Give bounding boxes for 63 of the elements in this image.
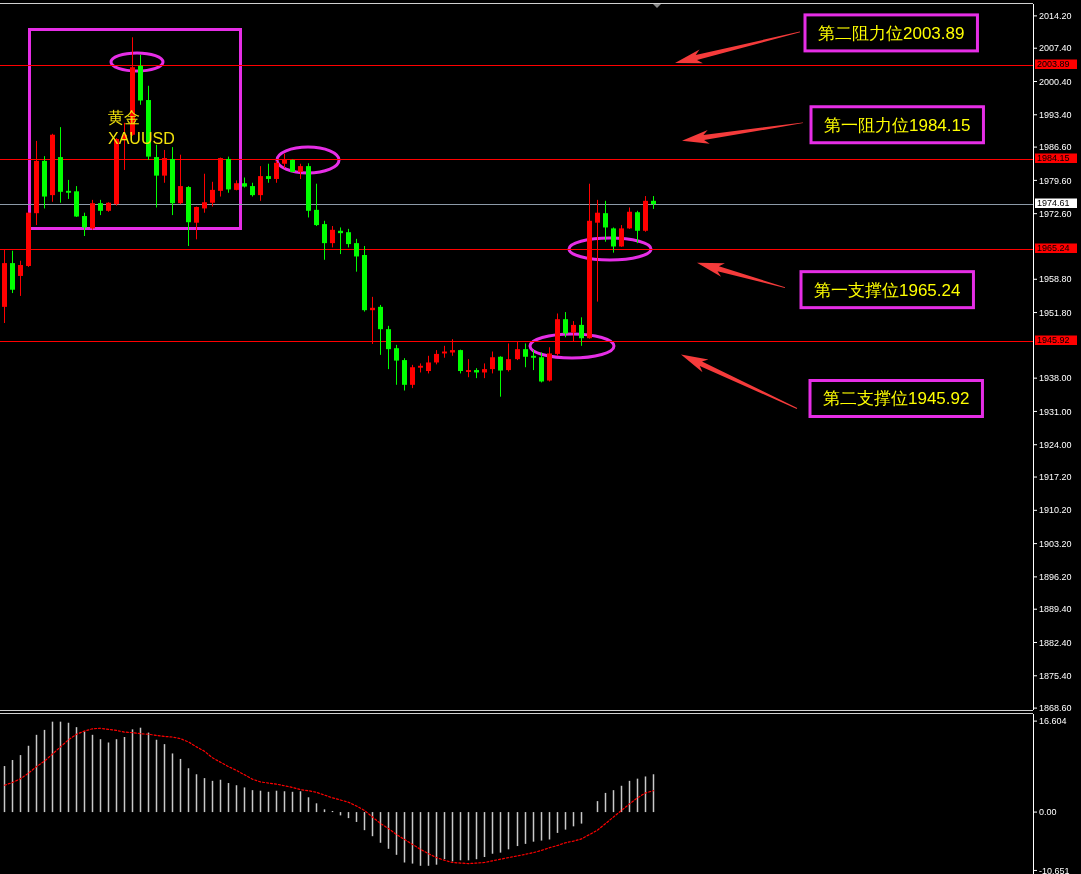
y-tick-label: 1986.60 bbox=[1039, 142, 1072, 153]
candlestick bbox=[354, 238, 359, 273]
ref-line-label: 1984.15 bbox=[1037, 153, 1070, 164]
candlestick bbox=[154, 144, 159, 208]
candlestick bbox=[490, 351, 495, 374]
y-tick-label: 1951.80 bbox=[1039, 307, 1072, 318]
candlestick bbox=[531, 349, 536, 371]
candlestick bbox=[563, 311, 568, 338]
candlestick bbox=[314, 183, 319, 227]
y-tick-label: 1917.20 bbox=[1039, 472, 1072, 483]
candlestick bbox=[394, 344, 399, 386]
y-tick-label: 1931.00 bbox=[1039, 406, 1072, 417]
y-tick-label: 1875.40 bbox=[1039, 670, 1072, 681]
y-tick-label: 1979.60 bbox=[1039, 175, 1072, 186]
annotation: 第一支撑位1965.24 bbox=[814, 280, 961, 300]
candlestick bbox=[635, 210, 640, 244]
annotation: 第二阻力位2003.89 bbox=[818, 23, 965, 43]
candlestick bbox=[18, 260, 23, 297]
candlestick bbox=[346, 228, 351, 248]
ref-line-label: 1945.92 bbox=[1037, 335, 1070, 346]
candlestick bbox=[498, 355, 503, 398]
ref-line-label: 1965.24 bbox=[1037, 243, 1070, 254]
candlestick bbox=[194, 206, 199, 240]
candlestick bbox=[210, 181, 215, 208]
y-tick-label: 1938.00 bbox=[1039, 373, 1072, 384]
y-tick-label: 1972.60 bbox=[1039, 208, 1072, 219]
line-series bbox=[3, 727, 655, 865]
annotation: 第一阻力位1984.15 bbox=[824, 115, 971, 135]
y-tick-label: 1958.80 bbox=[1039, 274, 1072, 285]
y-tick-label: 0.00 bbox=[1039, 807, 1057, 818]
candlestick bbox=[523, 342, 528, 368]
candlestick bbox=[66, 179, 71, 200]
y-tick-label: 2000.40 bbox=[1039, 76, 1072, 87]
candlestick bbox=[330, 225, 335, 248]
candlestick bbox=[266, 163, 271, 184]
candlestick bbox=[258, 165, 263, 202]
y-tick-label: 1896.20 bbox=[1039, 572, 1072, 583]
y-tick-label: -10.651 bbox=[1039, 865, 1070, 874]
y-tick-label: 1868.60 bbox=[1039, 703, 1072, 714]
annotation: 第二支撑位1945.92 bbox=[823, 389, 970, 409]
candlestick bbox=[603, 200, 608, 243]
candlestick bbox=[579, 316, 584, 347]
candlestick bbox=[410, 364, 415, 389]
y-tick-label: 1903.20 bbox=[1039, 538, 1072, 549]
candlestick bbox=[611, 226, 616, 254]
y-tick-label: 1882.40 bbox=[1039, 637, 1072, 648]
candlestick bbox=[82, 212, 87, 237]
y-tick-label: 1889.40 bbox=[1039, 604, 1072, 615]
y-tick-label: 16.604 bbox=[1039, 716, 1067, 727]
candlestick bbox=[202, 173, 207, 214]
candlestick bbox=[386, 325, 391, 370]
candlestick bbox=[378, 304, 383, 356]
y-tick-label: 2007.40 bbox=[1039, 43, 1072, 54]
candlestick bbox=[466, 358, 471, 378]
candlestick bbox=[619, 224, 624, 248]
y-tick-label: 1910.20 bbox=[1039, 505, 1072, 516]
candlestick bbox=[627, 206, 632, 230]
ref-line-label: 1974.61 bbox=[1037, 198, 1070, 209]
y-tick-label: 1993.40 bbox=[1039, 109, 1072, 120]
y-tick-label: 1924.00 bbox=[1039, 439, 1072, 450]
candlestick bbox=[322, 220, 327, 261]
y-tick-label: 2014.20 bbox=[1039, 11, 1072, 22]
ref-line-label: 2003.89 bbox=[1037, 59, 1070, 70]
